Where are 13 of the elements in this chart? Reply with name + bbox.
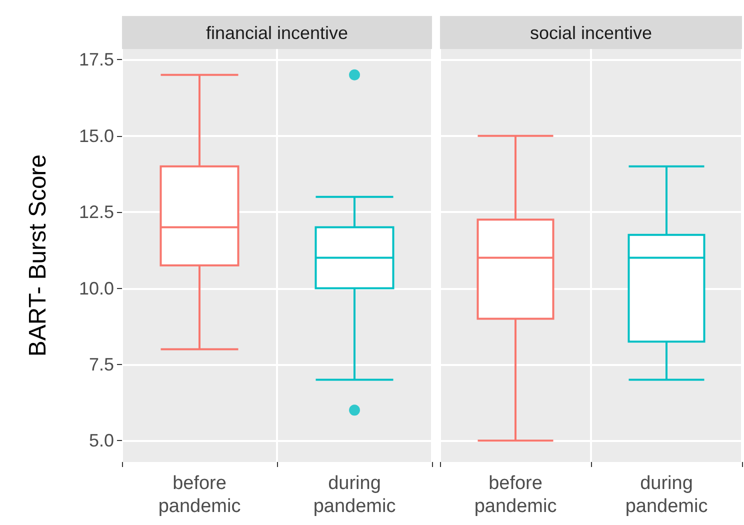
y-tick-label: 10.0 <box>78 278 114 298</box>
y-tick-label: 5.0 <box>88 430 114 451</box>
x-tick-label: before pandemic <box>474 473 557 517</box>
y-tick-label: 15.0 <box>78 126 114 146</box>
chart-title: financial incentive <box>206 23 348 43</box>
x-tick-label: during pandemic <box>625 473 708 517</box>
y-tick-label: 7.5 <box>88 354 114 374</box>
x-tick-label: before pandemic <box>158 473 241 517</box>
y-axis-title: BART- Burst Score <box>24 154 52 357</box>
x-tick-label: during pandemic <box>313 473 396 517</box>
y-tick-label: 17.5 <box>78 50 114 70</box>
chart-title: social incentive <box>530 23 652 43</box>
y-tick-label: 12.5 <box>78 202 114 222</box>
